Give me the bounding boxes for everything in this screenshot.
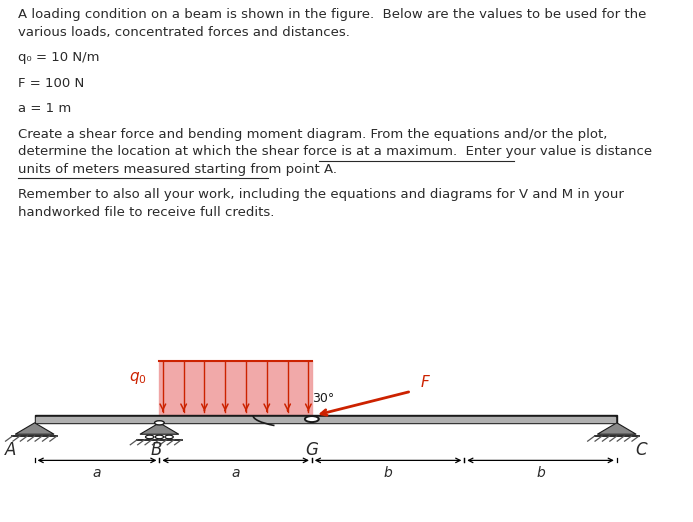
Text: various loads, concentrated forces and distances.: various loads, concentrated forces and d… <box>18 26 350 39</box>
Text: A: A <box>5 442 16 459</box>
Circle shape <box>165 435 173 439</box>
Text: determine the location at which the shear force is at a maximum.  Enter your val: determine the location at which the shea… <box>18 145 652 158</box>
Text: A loading condition on a beam is shown in the figure.  Below are the values to b: A loading condition on a beam is shown i… <box>18 8 647 21</box>
Bar <box>159 361 312 416</box>
Text: q₀ = 10 N/m: q₀ = 10 N/m <box>18 51 100 64</box>
Text: $q_0$: $q_0$ <box>129 370 147 386</box>
Text: G: G <box>306 442 318 459</box>
Text: b: b <box>536 466 545 480</box>
Text: handworked file to receive full credits.: handworked file to receive full credits. <box>18 206 274 219</box>
Text: C: C <box>635 442 647 459</box>
Text: Create a shear force and bending moment diagram. From the equations and/or the p: Create a shear force and bending moment … <box>18 127 607 140</box>
Text: $F$: $F$ <box>420 374 430 390</box>
Text: 30°: 30° <box>312 392 334 405</box>
Bar <box>35 416 617 423</box>
Text: a = 1 m: a = 1 m <box>18 102 71 115</box>
Text: B: B <box>150 442 161 459</box>
Text: a: a <box>231 466 240 480</box>
Polygon shape <box>15 423 54 434</box>
Polygon shape <box>597 423 636 434</box>
Text: F = 100 N: F = 100 N <box>18 77 85 89</box>
Circle shape <box>155 421 164 425</box>
Text: a: a <box>93 466 101 480</box>
Text: Remember to also all your work, including the equations and diagrams for V and M: Remember to also all your work, includin… <box>18 188 624 201</box>
Circle shape <box>155 435 164 439</box>
Polygon shape <box>140 423 179 434</box>
Text: units of meters measured starting from point A.: units of meters measured starting from p… <box>18 162 337 175</box>
Bar <box>36 417 615 422</box>
Circle shape <box>146 435 154 439</box>
Text: b: b <box>384 466 392 480</box>
Circle shape <box>305 416 319 422</box>
